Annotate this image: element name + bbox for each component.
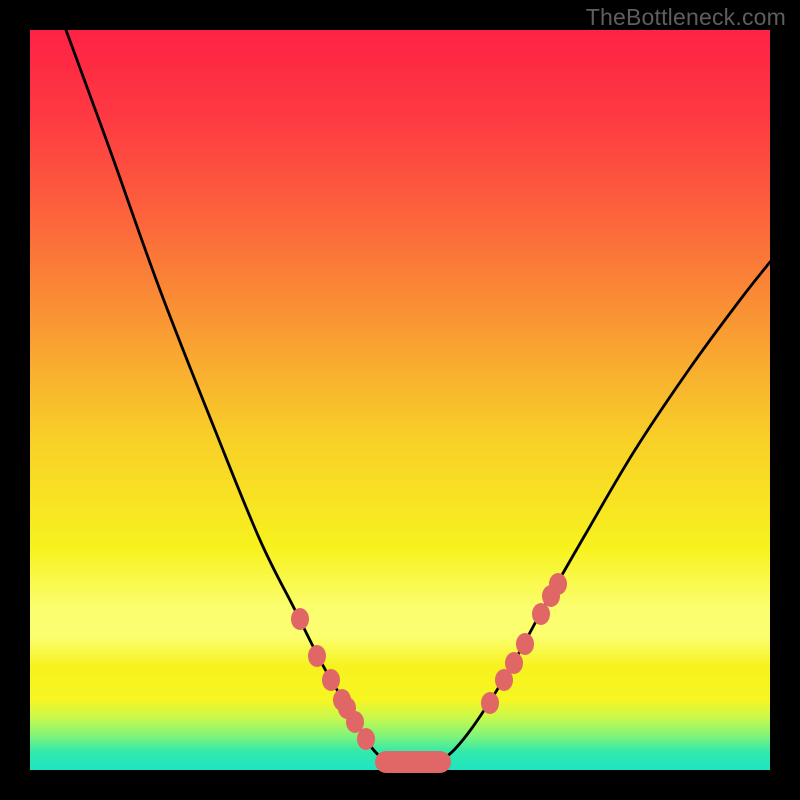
data-point [357, 728, 375, 750]
data-point [505, 652, 523, 674]
data-point [308, 645, 326, 667]
data-point [481, 692, 499, 714]
plot-area [30, 30, 770, 770]
chart-frame: TheBottleneck.com [0, 0, 800, 800]
data-point [516, 633, 534, 655]
data-point [291, 608, 309, 630]
bottleneck-chart [0, 0, 800, 800]
optimal-range-marker [375, 751, 451, 773]
data-point [549, 573, 567, 595]
watermark-text: TheBottleneck.com [586, 4, 786, 31]
data-point [532, 603, 550, 625]
data-point [322, 669, 340, 691]
